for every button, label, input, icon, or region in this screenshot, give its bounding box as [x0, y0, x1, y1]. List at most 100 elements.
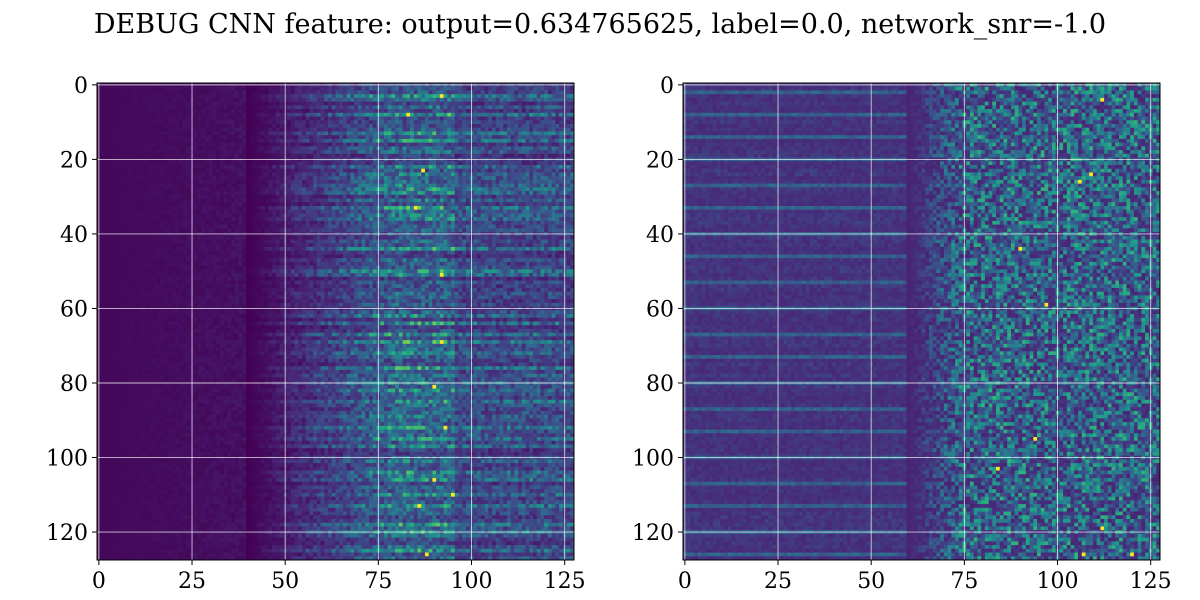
- heatmap-cell: [391, 209, 396, 214]
- heatmap-cell: [167, 176, 172, 181]
- heatmap-cell: [372, 97, 377, 102]
- heatmap-cell: [361, 224, 366, 229]
- heatmap-cell: [182, 187, 187, 192]
- heatmap-cell: [231, 209, 236, 214]
- heatmap-cell: [275, 179, 280, 184]
- heatmap-cell: [499, 101, 504, 106]
- heatmap-cell: [536, 183, 541, 188]
- heatmap-cell: [439, 194, 444, 199]
- heatmap-cell: [402, 131, 407, 136]
- heatmap-cell: [167, 220, 172, 225]
- heatmap-cell: [201, 176, 206, 181]
- heatmap-cell: [477, 123, 482, 129]
- heatmap-cell: [529, 209, 534, 214]
- heatmap-cell: [570, 112, 575, 117]
- heatmap-cell: [287, 194, 292, 199]
- heatmap-cell: [510, 109, 515, 114]
- heatmap-cell: [465, 209, 471, 214]
- heatmap-cell: [462, 150, 467, 155]
- heatmap-cell: [413, 123, 418, 129]
- heatmap-cell: [126, 224, 131, 229]
- heatmap-cell: [346, 123, 351, 129]
- heatmap-cell: [506, 191, 511, 196]
- heatmap-cell: [499, 116, 504, 121]
- heatmap-cell: [253, 202, 258, 207]
- heatmap-cell: [137, 172, 143, 177]
- heatmap-cell: [328, 172, 333, 177]
- heatmap-cell: [566, 164, 571, 170]
- heatmap-cell: [231, 150, 236, 155]
- heatmap-cell: [492, 131, 497, 136]
- heatmap-cell: [488, 179, 493, 184]
- heatmap-cell: [160, 191, 165, 196]
- heatmap-cell: [253, 135, 258, 140]
- heatmap-cell: [525, 198, 530, 203]
- heatmap-cell: [141, 213, 146, 218]
- heatmap-cell: [365, 168, 370, 173]
- heatmap-cell: [369, 123, 374, 129]
- heatmap-cell: [391, 187, 396, 192]
- heatmap-cell: [387, 183, 392, 188]
- heatmap-cell: [406, 176, 411, 181]
- heatmap-cell: [410, 112, 415, 117]
- heatmap-cell: [328, 116, 333, 121]
- heatmap-cell: [417, 187, 422, 192]
- heatmap-cell: [525, 168, 530, 173]
- heatmap-cell: [503, 224, 508, 229]
- heatmap-cell: [432, 86, 437, 91]
- heatmap-cell: [436, 109, 441, 114]
- heatmap-cell: [130, 127, 135, 132]
- heatmap-cell: [495, 105, 500, 110]
- heatmap-cell: [212, 153, 217, 158]
- heatmap-cell: [309, 179, 314, 184]
- heatmap-cell: [413, 164, 418, 170]
- heatmap-cell: [417, 183, 422, 188]
- heatmap-cell: [454, 187, 459, 192]
- heatmap-cell: [111, 209, 116, 214]
- heatmap-cell: [253, 127, 258, 132]
- heatmap-cell: [342, 224, 348, 229]
- heatmap-cell: [320, 150, 325, 155]
- heatmap-cell: [477, 179, 482, 184]
- heatmap-cell: [436, 202, 441, 207]
- heatmap-cell: [514, 142, 519, 147]
- heatmap-cell: [566, 97, 571, 102]
- heatmap-cell: [391, 194, 396, 199]
- heatmap-cell: [160, 202, 165, 207]
- heatmap-cell: [238, 120, 243, 125]
- heatmap-cell: [115, 112, 120, 117]
- heatmap-cell: [503, 153, 508, 158]
- heatmap-cell: [126, 138, 131, 143]
- heatmap-cell: [424, 202, 430, 207]
- heatmap-cell: [354, 220, 359, 225]
- heatmap-cell: [111, 191, 116, 196]
- heatmap-cell: [443, 213, 448, 218]
- heatmap-cell: [346, 131, 351, 136]
- heatmap-cell: [413, 220, 418, 225]
- heatmap-cell: [137, 224, 143, 229]
- heatmap-cell: [253, 112, 258, 117]
- heatmap-cell: [454, 138, 459, 143]
- heatmap-cell: [175, 112, 180, 117]
- heatmap-cell: [324, 194, 329, 199]
- heatmap-cell: [301, 146, 307, 151]
- heatmap-cell: [395, 172, 400, 177]
- heatmap-cell: [380, 112, 385, 117]
- heatmap-cell: [316, 105, 321, 110]
- heatmap-cell: [492, 183, 497, 188]
- heatmap-cell: [119, 172, 124, 177]
- heatmap-cell: [436, 179, 441, 184]
- heatmap-cell: [301, 161, 307, 166]
- heatmap-cell: [439, 146, 444, 151]
- heatmap-cell: [279, 86, 284, 91]
- heatmap-cell: [480, 213, 485, 218]
- heatmap-cell: [473, 198, 478, 203]
- heatmap-cell: [242, 176, 247, 181]
- heatmap-cell: [536, 224, 541, 229]
- heatmap-cell: [182, 172, 187, 177]
- heatmap-cell: [480, 101, 485, 106]
- heatmap-cell: [205, 194, 210, 199]
- heatmap-cell: [544, 164, 549, 170]
- heatmap-cell: [301, 105, 307, 110]
- heatmap-cell: [514, 194, 519, 199]
